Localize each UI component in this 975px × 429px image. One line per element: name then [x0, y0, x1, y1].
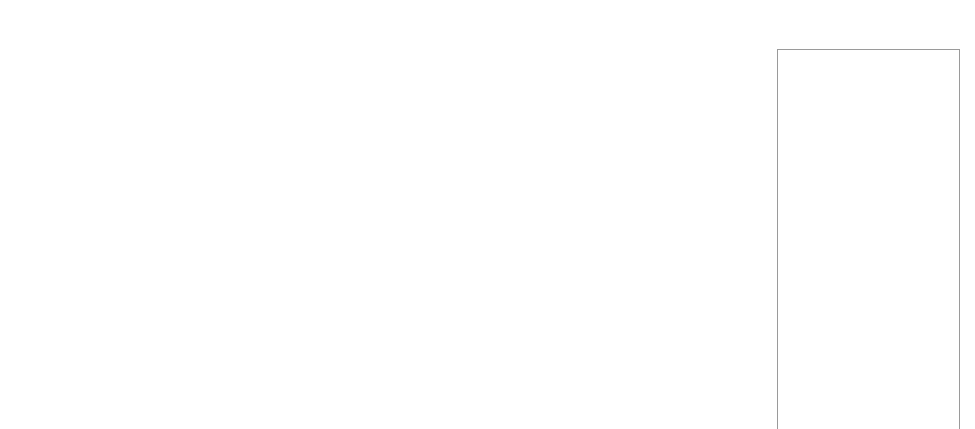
chart-canvas	[0, 0, 775, 429]
legend	[777, 49, 960, 429]
